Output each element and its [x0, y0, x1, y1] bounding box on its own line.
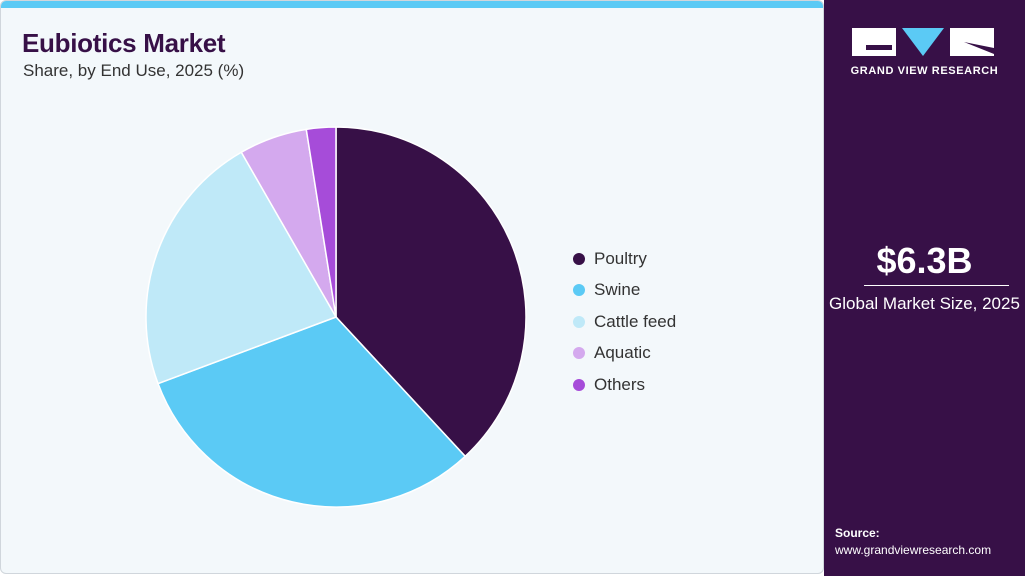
- legend-label: Others: [594, 374, 646, 394]
- legend-swatch: [573, 252, 585, 265]
- info-sidebar: GRAND VIEW RESEARCH $6.3B Global Market …: [824, 0, 1025, 576]
- legend-label: Swine: [594, 280, 641, 300]
- chart-title: Eubiotics Market: [22, 28, 226, 58]
- divider: [864, 285, 1009, 286]
- chart-subtitle: Share, by End Use, 2025 (%): [23, 61, 245, 80]
- accent-bar: [1, 1, 823, 8]
- legend-swatch: [573, 284, 585, 297]
- source-link[interactable]: www.grandviewresearch.com: [835, 543, 992, 557]
- gvr-logo-icon: [852, 28, 994, 56]
- legend-item: Poultry: [573, 243, 676, 275]
- pie-slice-swine: [157, 316, 467, 508]
- source-label: Source:: [835, 526, 880, 540]
- legend-item: Cattle feed: [573, 306, 676, 338]
- legend-item: Others: [573, 369, 676, 401]
- legend-swatch: [573, 347, 585, 360]
- legend-item: Swine: [573, 275, 676, 307]
- chart-card: Eubiotics Market Share, by End Use, 2025…: [0, 0, 824, 574]
- pie-slice-poultry: [335, 126, 527, 458]
- legend-swatch: [573, 315, 585, 328]
- pie-chart: [145, 126, 527, 508]
- logo-text: GRAND VIEW RESEARCH: [850, 65, 999, 77]
- legend-swatch: [573, 378, 585, 391]
- legend-item: Aquatic: [573, 338, 676, 370]
- market-size-label: Global Market Size, 2025: [829, 294, 1020, 313]
- source: Source: www.grandviewresearch.com: [835, 525, 991, 559]
- legend: Poultry Swine Cattle feed Aquatic Others: [573, 243, 676, 401]
- legend-label: Cattle feed: [594, 311, 677, 331]
- pie-slice-cattle-feed: [145, 151, 338, 385]
- legend-label: Aquatic: [594, 343, 651, 363]
- legend-label: Poultry: [594, 248, 647, 268]
- market-size-value: $6.3B: [876, 240, 973, 281]
- pie-slice-others: [305, 126, 337, 318]
